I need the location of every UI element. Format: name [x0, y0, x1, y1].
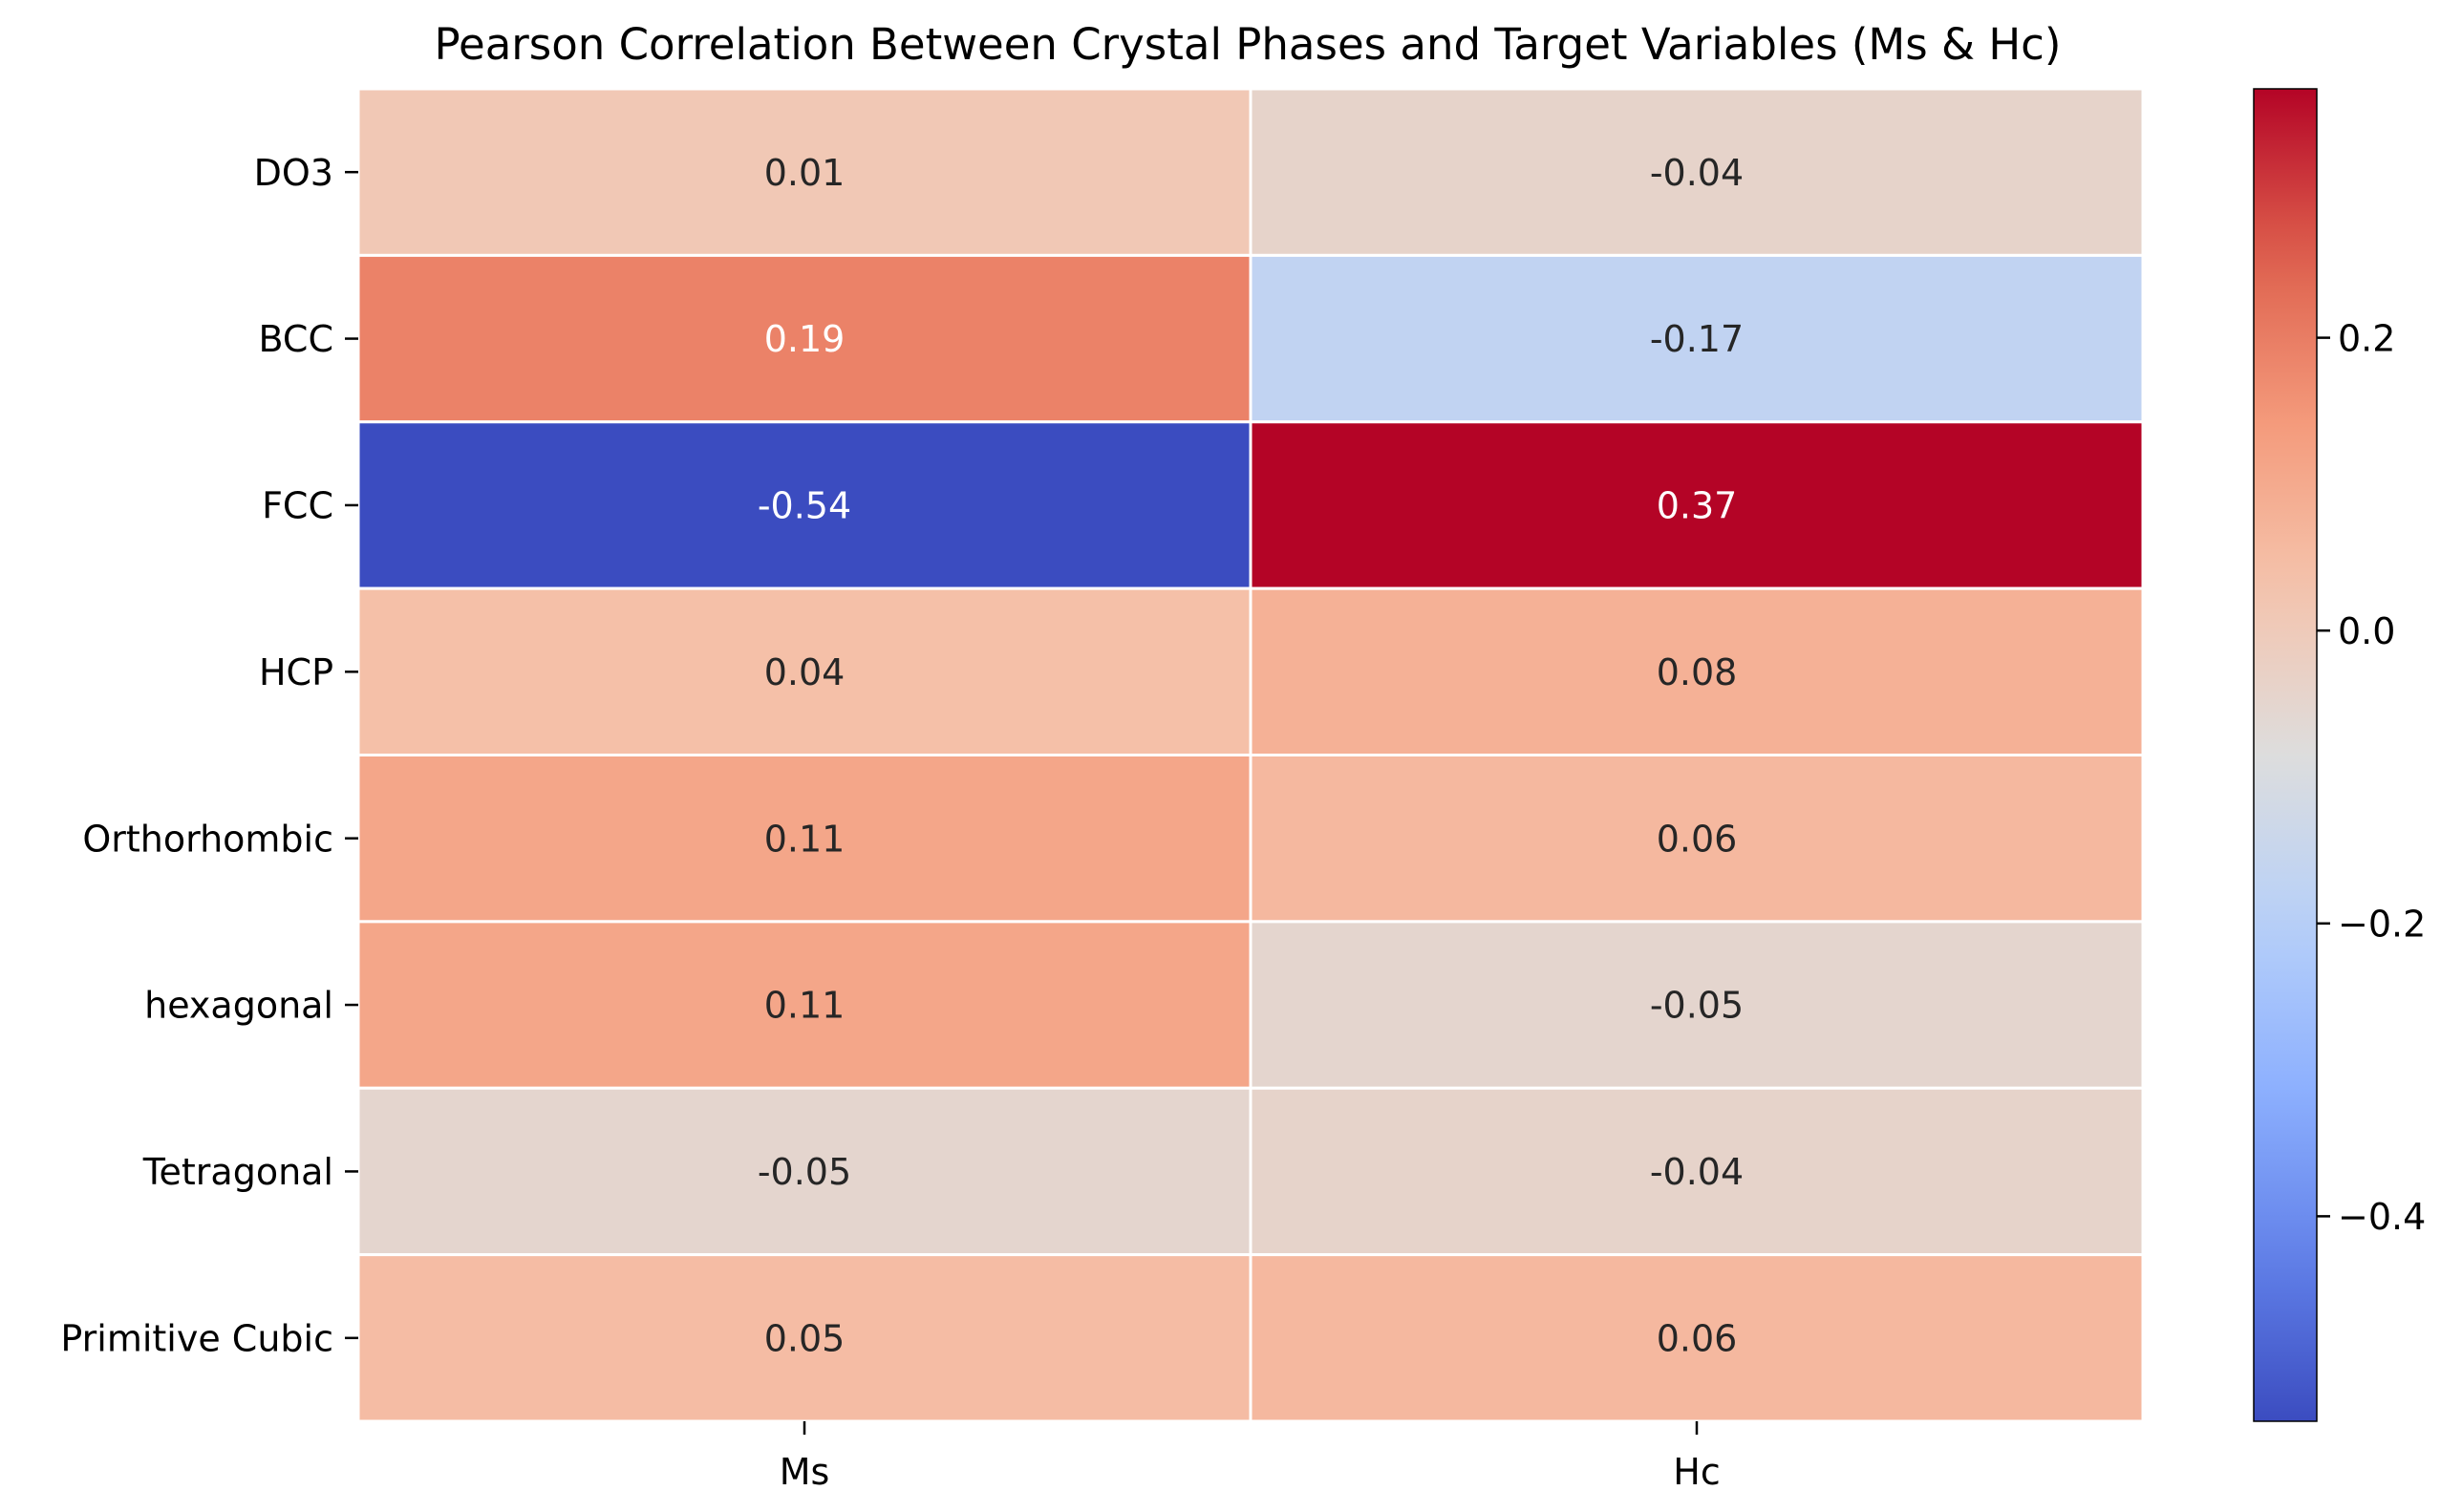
heatmap-cell	[1249, 1253, 2145, 1423]
cell-value-label: 0.19	[764, 318, 846, 360]
cell-value-label: -0.04	[1650, 152, 1744, 194]
heatmap-cell	[1249, 1086, 2145, 1257]
heatmap-cell	[356, 420, 1252, 590]
cell-value-label: -0.05	[758, 1151, 851, 1193]
y-tick-label: HCP	[259, 651, 333, 693]
cell-value-label: -0.04	[1650, 1151, 1744, 1193]
x-axis: Ms Hc	[780, 1421, 1721, 1493]
cell-value-label: 0.04	[764, 651, 846, 693]
heatmap-cell	[1249, 920, 2145, 1090]
heatmap-cell	[356, 87, 1252, 257]
cell-value-label: 0.11	[764, 818, 846, 860]
heatmap-cell	[356, 1253, 1252, 1423]
y-tick-label: hexagonal	[144, 985, 333, 1027]
heatmap-cell	[1249, 586, 2145, 756]
heatmap-cell	[1249, 754, 2145, 924]
heatmap-cell	[1249, 420, 2145, 590]
cell-value-label: 0.08	[1657, 651, 1738, 693]
heatmap-cell	[356, 1086, 1252, 1257]
heatmap-cells	[356, 87, 2145, 1423]
cell-value-label: -0.17	[1650, 318, 1744, 360]
cell-value-label: 0.37	[1657, 485, 1738, 527]
y-tick-label: Primitive Cubic	[60, 1317, 333, 1359]
y-tick-label: DO3	[254, 152, 333, 194]
cell-value-label: 0.06	[1657, 1317, 1738, 1359]
y-tick-label: Tetragonal	[142, 1151, 333, 1193]
colorbar-tick-label: −0.4	[2338, 1196, 2426, 1238]
heatmap-cell	[356, 253, 1252, 424]
colorbar-gradient	[2254, 89, 2317, 1421]
x-tick-label: Hc	[1673, 1451, 1720, 1493]
colorbar-tick-label: 0.2	[2338, 317, 2395, 359]
chart-title: Pearson Correlation Between Crystal Phas…	[435, 19, 2062, 70]
colorbar-tick-label: 0.0	[2338, 610, 2395, 652]
y-tick-label: BCC	[259, 318, 333, 360]
y-tick-label: Orthorhombic	[82, 818, 333, 860]
heatmap-cell	[1249, 87, 2145, 257]
colorbar: 0.2 0.0 −0.2 −0.4	[2253, 88, 2426, 1422]
cell-value-label: -0.05	[1650, 985, 1744, 1027]
cell-value-label: -0.54	[758, 485, 851, 527]
cell-value-label: 0.01	[764, 152, 846, 194]
colorbar-frame	[2253, 88, 2318, 1422]
cell-value-label: 0.05	[764, 1317, 846, 1359]
heatmap-cell	[1249, 253, 2145, 424]
y-tick-label: FCC	[262, 485, 333, 527]
x-tick-label: Ms	[780, 1451, 830, 1493]
cell-value-label: 0.06	[1657, 818, 1738, 860]
heatmap-cell-labels: 0.01 -0.04 0.19 -0.17 -0.54 0.37 0.04 0.08 0.11 0…	[758, 152, 1744, 1360]
cell-value-label: 0.11	[764, 985, 846, 1027]
colorbar-tick-label: −0.2	[2338, 903, 2426, 945]
y-axis: DO3 BCC FCC HCP Orthorhombic hexagonal Tetrago…	[60, 152, 358, 1359]
